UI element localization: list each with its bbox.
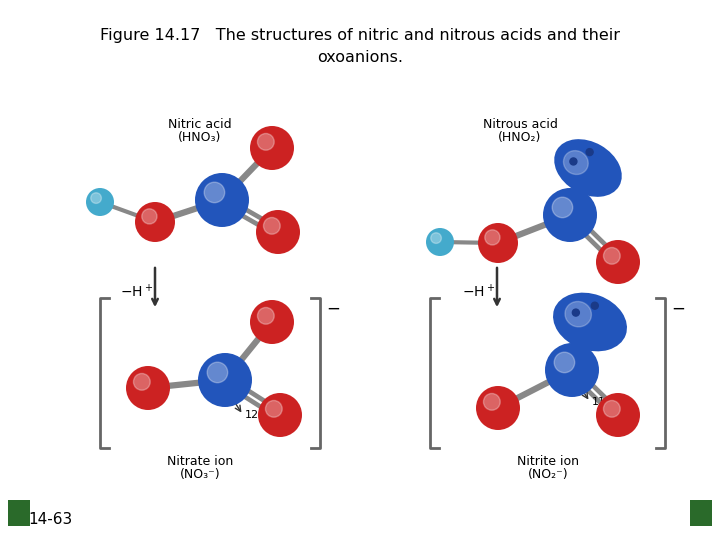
Circle shape <box>256 210 300 254</box>
Circle shape <box>135 202 175 242</box>
Circle shape <box>476 386 520 430</box>
Circle shape <box>596 240 640 284</box>
Text: ◄: ◄ <box>15 508 23 518</box>
Circle shape <box>204 182 225 202</box>
Circle shape <box>195 173 249 227</box>
Circle shape <box>266 401 282 417</box>
Circle shape <box>603 247 620 264</box>
Circle shape <box>570 158 577 165</box>
Circle shape <box>545 343 599 397</box>
Circle shape <box>133 374 150 390</box>
Circle shape <box>264 218 280 234</box>
Circle shape <box>86 188 114 216</box>
Circle shape <box>554 352 575 373</box>
Text: (HNO₃): (HNO₃) <box>179 131 222 144</box>
Circle shape <box>198 353 252 407</box>
Circle shape <box>591 302 598 309</box>
Circle shape <box>484 394 500 410</box>
Text: oxoanions.: oxoanions. <box>317 50 403 65</box>
Circle shape <box>485 230 500 245</box>
Circle shape <box>142 209 157 224</box>
Circle shape <box>250 300 294 344</box>
Circle shape <box>426 228 454 256</box>
Circle shape <box>207 362 228 383</box>
Circle shape <box>586 148 593 156</box>
Bar <box>8 500 30 526</box>
Text: Nitrite ion: Nitrite ion <box>517 455 579 468</box>
Circle shape <box>478 223 518 263</box>
Ellipse shape <box>553 293 627 352</box>
Circle shape <box>258 133 274 150</box>
Circle shape <box>250 126 294 170</box>
Text: 14-63: 14-63 <box>28 512 72 528</box>
Text: (NO₂⁻): (NO₂⁻) <box>528 468 568 481</box>
Text: Nitric acid: Nitric acid <box>168 118 232 131</box>
Ellipse shape <box>565 301 591 327</box>
Ellipse shape <box>554 139 622 197</box>
Circle shape <box>543 188 597 242</box>
Circle shape <box>596 393 640 437</box>
Text: Nitrous acid: Nitrous acid <box>482 118 557 131</box>
Text: 115°: 115° <box>592 397 618 407</box>
Text: (HNO₂): (HNO₂) <box>498 131 541 144</box>
Circle shape <box>603 401 620 417</box>
Text: $-$H$^+$: $-$H$^+$ <box>120 284 153 301</box>
Circle shape <box>91 193 102 204</box>
Text: (NO₃⁻): (NO₃⁻) <box>180 468 220 481</box>
Text: $-$H$^+$: $-$H$^+$ <box>462 284 495 301</box>
Circle shape <box>258 393 302 437</box>
Text: 120°: 120° <box>245 410 271 420</box>
Bar <box>690 500 712 526</box>
Text: Figure 14.17   The structures of nitric and nitrous acids and their: Figure 14.17 The structures of nitric an… <box>100 28 620 43</box>
Text: Nitrate ion: Nitrate ion <box>167 455 233 468</box>
Text: ►: ► <box>697 508 705 518</box>
Circle shape <box>572 309 580 316</box>
Circle shape <box>552 197 572 218</box>
Text: −: − <box>671 300 685 318</box>
Circle shape <box>258 307 274 324</box>
Circle shape <box>126 366 170 410</box>
Circle shape <box>431 233 441 244</box>
Ellipse shape <box>564 151 588 174</box>
Text: −: − <box>326 300 340 318</box>
